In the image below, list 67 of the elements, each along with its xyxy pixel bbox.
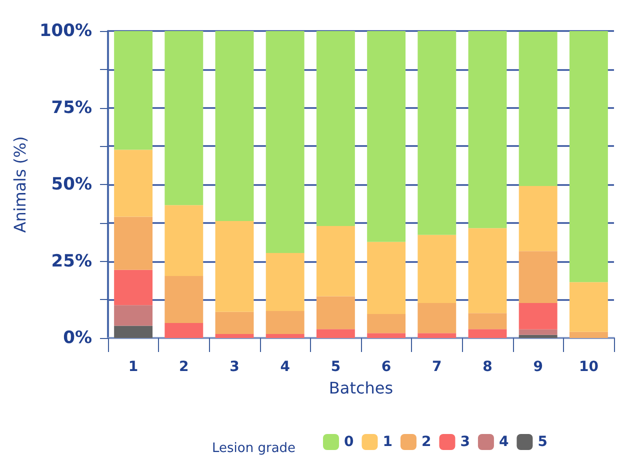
y-tick-label: 25% <box>51 251 92 272</box>
bar <box>468 31 507 228</box>
legend-title: Lesion grade <box>212 441 296 456</box>
y-tick-label: 75% <box>51 98 92 118</box>
bar <box>215 334 254 338</box>
bar <box>367 31 406 242</box>
x-tick-label: 6 <box>381 359 392 375</box>
legend-label: 0 <box>344 434 354 450</box>
bar <box>518 251 558 303</box>
bar <box>114 270 153 306</box>
bar <box>468 329 507 338</box>
bar <box>266 334 304 338</box>
y-tick-label: 50% <box>51 174 92 194</box>
bar <box>518 186 558 252</box>
bar <box>215 31 254 222</box>
bar <box>215 221 254 312</box>
bar <box>367 333 406 338</box>
bar <box>266 310 304 334</box>
legend-label: 3 <box>460 434 470 450</box>
bar <box>114 31 153 150</box>
bar <box>316 226 355 296</box>
bar <box>114 216 153 270</box>
y-axis-title: Animals (%) <box>10 136 30 233</box>
bar <box>114 150 153 217</box>
bar <box>164 322 204 338</box>
bar <box>316 296 355 330</box>
bar <box>518 32 558 186</box>
x-tick-label: 4 <box>280 359 290 375</box>
bar <box>569 31 608 282</box>
bar <box>266 252 304 311</box>
y-tick-label: 0% <box>63 328 92 348</box>
bar <box>569 332 608 338</box>
bar <box>367 242 406 314</box>
bar <box>316 31 355 226</box>
bar <box>418 303 456 334</box>
x-tick-label: 8 <box>482 359 492 375</box>
x-tick-label: 9 <box>533 359 543 375</box>
bar <box>518 303 558 330</box>
x-tick-label: 2 <box>179 359 189 375</box>
bar <box>164 205 204 276</box>
bar <box>316 329 355 338</box>
bar <box>164 31 204 206</box>
legend-label: 1 <box>382 434 392 450</box>
x-tick-label: 5 <box>330 359 341 375</box>
legend-label: 2 <box>421 434 432 450</box>
bar <box>468 313 507 330</box>
bar <box>468 228 507 314</box>
bar <box>518 334 558 338</box>
bar <box>114 326 153 338</box>
x-tick-label: 10 <box>578 359 599 375</box>
bar <box>367 314 406 334</box>
bar <box>114 305 153 326</box>
bar <box>418 31 456 235</box>
bar <box>215 312 254 334</box>
x-tick-label: 1 <box>128 359 138 375</box>
bar <box>266 31 304 253</box>
legend-label: 4 <box>498 434 509 450</box>
bar <box>518 329 558 335</box>
x-axis-title: Batches <box>328 378 394 398</box>
legend-label: 5 <box>538 434 548 450</box>
bar <box>418 234 456 303</box>
y-tick-label: 100% <box>39 21 92 41</box>
bar <box>569 282 608 332</box>
bar <box>418 333 456 338</box>
x-tick-label: 7 <box>432 359 442 375</box>
bar <box>164 276 204 323</box>
x-tick-label: 3 <box>230 359 240 375</box>
